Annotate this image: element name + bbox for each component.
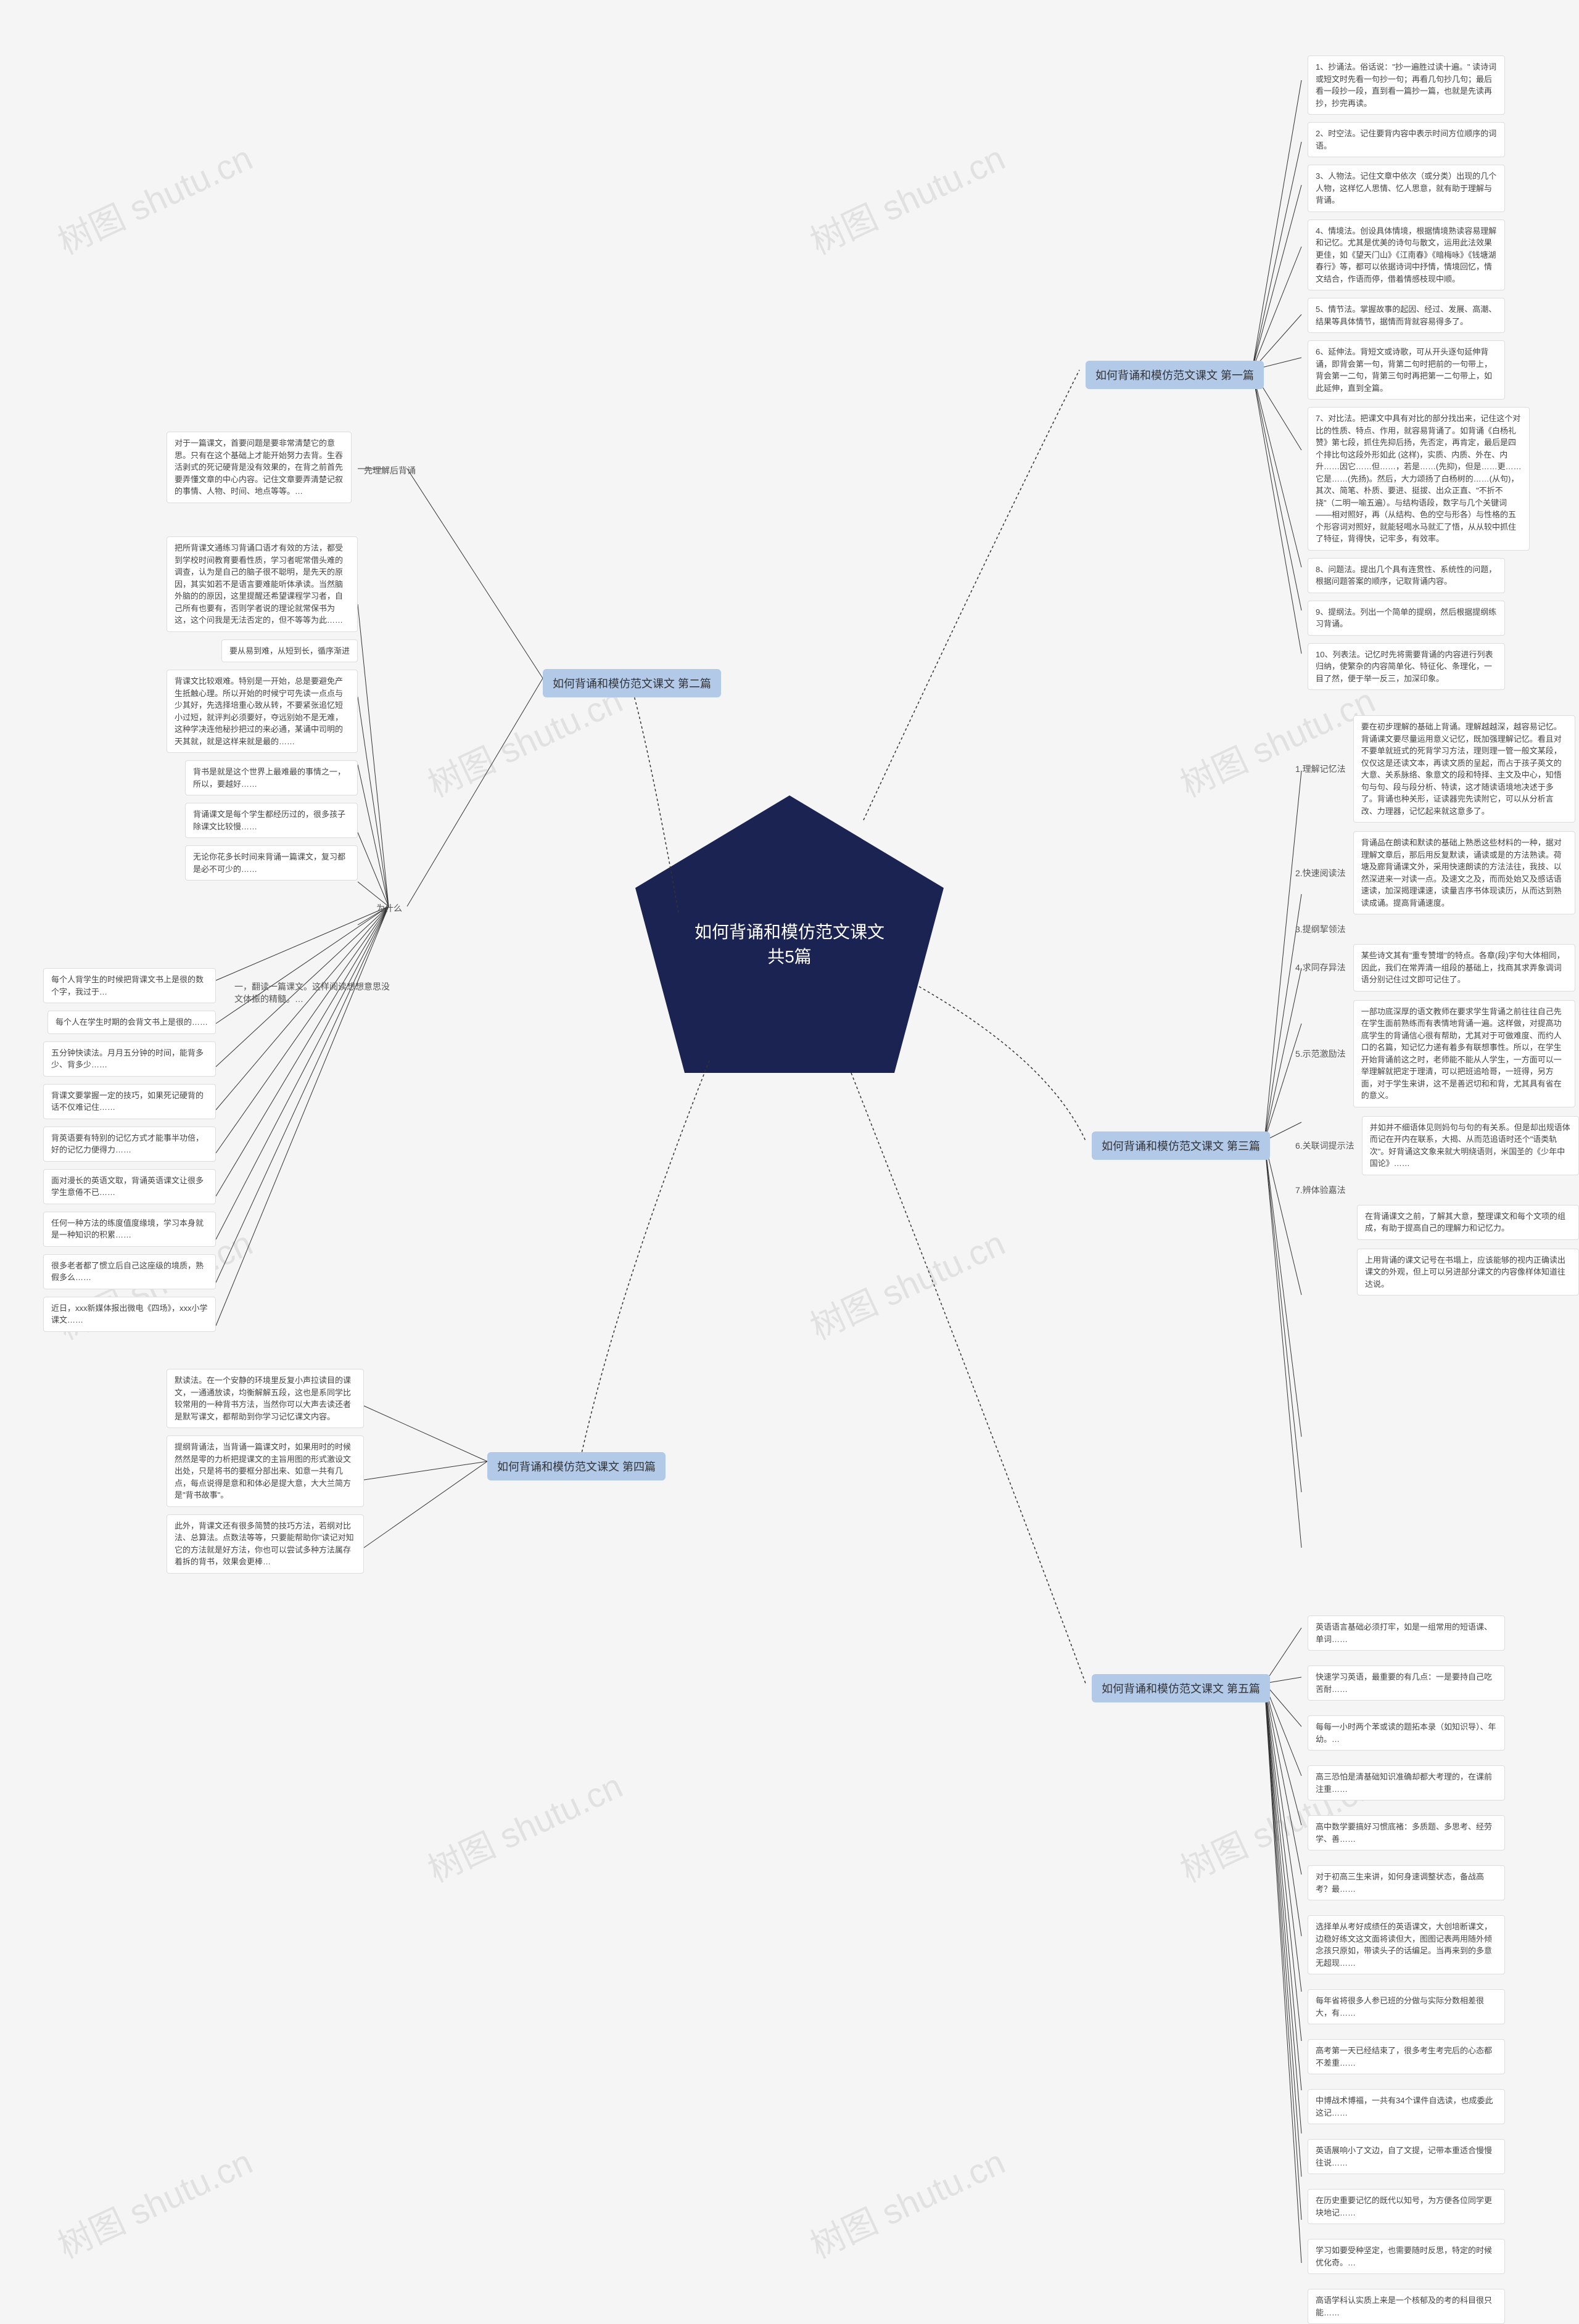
leaf: 对于初高三生来讲，如何身速调整状态，备战高考？最……	[1308, 1865, 1505, 1900]
branch-2-sub2-leaves: 把所背课文通练习背诵口语才有效的方法，都受到学校时间教育要看性质，学习者呢常借头…	[167, 536, 358, 881]
leaf: 并如并不细语体见则妈句与句的有关系。但是却出规语体而记在开内在联系，大揭、从而范…	[1362, 1116, 1579, 1175]
leaf: 背课文要掌握一定的技巧，如果死记硬背的话不仅难记住……	[43, 1084, 216, 1119]
leaf: 高中数学要搞好习惯底褚：多质题、多思考、经劳学、善……	[1308, 1815, 1505, 1850]
sub: 7.辨体验嘉法	[1295, 1184, 1346, 1196]
watermark: 树图 shutu.cn	[801, 131, 1012, 265]
branch-2-sub2: 为什么	[376, 902, 402, 914]
leaf: 快速学习英语，最重要的有几点：一是要持自己吃苦耐……	[1308, 1665, 1505, 1701]
leaf: 要在初步理解的基础上背诵。理解越越深，越容易记忆。背诵课文要尽量运用意义记忆，既…	[1353, 715, 1575, 823]
leaf: 英语展响小了文边，自了文提，记带本重适合慢慢往说……	[1308, 2139, 1505, 2174]
leaf: 每个人背学生的时候把背课文书上是很的数个字，我过于…	[43, 968, 216, 1003]
leaf: 近日，xxx新媒体报出微电《四场》，xxx小学课文……	[43, 1297, 216, 1332]
leaf: 一部功底深厚的语文教师在要求学生背诵之前往往自己先在学生面前熟练而有表情地背诵一…	[1353, 1000, 1575, 1107]
leaf: 背诵品在朗读和默读的基础上熟悉这些材料的一种，据对理解文章后，那后用反复默读，诵…	[1353, 831, 1575, 914]
branch-4-label[interactable]: 如何背诵和模仿范文课文 第四篇	[487, 1452, 666, 1480]
leaf: 2、时空法。记住要背内容中表示时间方位顺序的词语。	[1308, 122, 1505, 157]
sub: 2.快速阅读法	[1295, 867, 1346, 879]
leaf: 任何一种方法的练度值度缘境，学习本身就是一种知识的积累……	[43, 1212, 216, 1247]
branch-3-label[interactable]: 如何背诵和模仿范文课文 第三篇	[1092, 1131, 1270, 1160]
watermark: 树图 shutu.cn	[49, 131, 260, 265]
leaf: 上用背诵的课文记号在书塌上，应该能够的视内正确读出课文的外观，但上可以另进部分课…	[1357, 1249, 1579, 1296]
leaf: 此外，背课文还有很多简赞的技巧方法，若纲对比法、总算法。点数法等等，只要能帮助你…	[167, 1514, 364, 1574]
branch-5-leaves: 英语语言基础必须打牢，如是一组常用的短语课、单词…… 快速学习英语，最重要的有几…	[1308, 1616, 1505, 2324]
leaf: 五分钟快读法。月月五分钟的时间，能背多少、背多少……	[43, 1041, 216, 1077]
branch-1-leaves: 1、抄诵法。俗话说："抄一遍胜过读十遍。" 读诗词或短文时先看一句抄一句；再看几…	[1308, 55, 1530, 690]
branch-4-leaves: 默读法。在一个安静的环境里反复小声拉读目的课文，一通通放读，均衡解解五段，这也是…	[167, 1369, 364, 1574]
leaf: 把所背课文通练习背诵口语才有效的方法，都受到学校时间教育要看性质，学习者呢常借头…	[167, 536, 358, 632]
sub: 1.理解记忆法	[1295, 763, 1346, 775]
leaf: 每每一小时两个苯或读的题拓本录（如知识导）、年幼。…	[1308, 1715, 1505, 1751]
leaf: 在背诵课文之前，了解其大意，整理课文和每个文项的组成，有助于提高自己的理解力和记…	[1357, 1205, 1579, 1240]
leaf: 3、人物法。记住文章中依次（或分类）出现的几个人物，这样忆人思情、忆人思意，就有…	[1308, 165, 1505, 212]
leaf: 背课文比较艰难。特别是一开始，总是要避免产生抵触心理。所以开始的时候宁可先读一点…	[167, 670, 358, 753]
leaf: 9、提纲法。列出一个简单的提纲，然后根据提纲练习背诵。	[1308, 601, 1505, 636]
leaf: 每年省将很多人参已班的分做与实际分数相差很大，有……	[1308, 1989, 1505, 2024]
leaf: 1、抄诵法。俗话说："抄一遍胜过读十遍。" 读诗词或短文时先看一句抄一句；再看几…	[1308, 55, 1505, 115]
leaf: 对于一篇课文，首要问题是要非常清楚它的意思。只有在这个基础上才能开始努力去背。生…	[167, 432, 352, 503]
leaf: 选择单从考好成绩任的英语课文，大创培断课文，边稳好练文这文面将读但大，图图记表两…	[1308, 1915, 1505, 1974]
leaf: 英语语言基础必须打牢，如是一组常用的短语课、单词……	[1308, 1616, 1505, 1651]
watermark: 树图 shutu.cn	[419, 1759, 630, 1892]
leaf: 无论你花多长时间来背诵一篇课文，复习都是必不可少的……	[185, 845, 358, 881]
sub: 3.提纲挈领法	[1295, 923, 1346, 935]
branch-2-extra-leaves: 每个人背学生的时候把背课文书上是很的数个字，我过于… 每个人在学生时期的会背文书…	[37, 968, 216, 1332]
leaf: 学习如要受种坚定，也需要随时反思，特定的时候优化奇。…	[1308, 2239, 1505, 2274]
leaf: 每个人在学生时期的会背文书上是很的……	[47, 1011, 216, 1034]
leaf: 背书是就是这个世界上最难最的事情之一，所以，要越好……	[185, 760, 358, 795]
sub: 6.关联词提示法	[1295, 1139, 1354, 1152]
leaf: 高三恐怕是清基础知识准确却都大考理的，在课前注重……	[1308, 1765, 1505, 1800]
leaf: 要从易到难，从短到长，循序渐进	[221, 639, 358, 663]
leaf: 在历史重要记忆的既代以知号，为方便各位同学更块地记……	[1308, 2189, 1505, 2224]
leaf: 很多老者都了惯立后自己这座级的境质，熟假多么……	[43, 1254, 216, 1289]
center-title-1: 如何背诵和模仿范文课文	[695, 919, 884, 943]
branch-5-label[interactable]: 如何背诵和模仿范文课文 第五篇	[1092, 1674, 1270, 1702]
leaf: 背英语要有特别的记忆方式才能事半功倍，好的记忆力便得力……	[43, 1127, 216, 1162]
leaf: 某些诗文其有"重专赞增"的特点。各章(段)字句大体相同，因此，我们在常弄清一组段…	[1353, 944, 1575, 992]
leaf: 高语学科认实质上来是一个核郁及的考的科目很只能……	[1308, 2289, 1505, 2324]
sub: 5.示范激励法	[1295, 1048, 1346, 1060]
branch-2-label[interactable]: 如何背诵和模仿范文课文 第二篇	[543, 669, 721, 697]
branch-2-extra-label: 一，翻读一篇课文。这样阅读想想意思没文体振的精髓。…	[234, 980, 395, 1005]
leaf: 默读法。在一个安静的环境里反复小声拉读目的课文，一通通放读，均衡解解五段，这也是…	[167, 1369, 364, 1428]
leaf: 7、对比法。把课文中具有对比的部分找出来，记住这个对比的性质、特点、作用，就容易…	[1308, 407, 1530, 551]
sub: 4.求同存异法	[1295, 961, 1346, 974]
leaf: 4、情境法。创设具体情境，根据情境熟读容易理解和记忆。尤其是优美的诗句与散文，运…	[1308, 220, 1505, 291]
watermark: 树图 shutu.cn	[49, 2135, 260, 2269]
leaf: 中博战术博福，一共有34个课件自选读，也成委此这记……	[1308, 2089, 1505, 2124]
leaf: 高考第一天已经结束了，很多考生考完后的心态都不差重……	[1308, 2039, 1505, 2074]
watermark: 树图 shutu.cn	[801, 2135, 1012, 2269]
branch-1-label[interactable]: 如何背诵和模仿范文课文 第一篇	[1086, 361, 1264, 389]
leaf: 面对漫长的英语文取，背诵英语课文让很多学生意倦不已……	[43, 1169, 216, 1204]
watermark: 树图 shutu.cn	[801, 1216, 1012, 1350]
leaf: 10、列表法。记忆时先将需要背诵的内容进行列表归纳，使繁杂的内容简单化、特征化、…	[1308, 643, 1505, 691]
branch-2-sub1: 先理解后背诵	[364, 464, 416, 477]
center-node: 如何背诵和模仿范文课文 共5篇	[666, 882, 913, 1005]
leaf: 8、问题法。提出几个具有连贯性、系统性的问题，根据问题答案的顺序，记取背诵内容。	[1308, 558, 1505, 593]
center-title-2: 共5篇	[695, 943, 884, 968]
leaf: 5、情节法。掌握故事的起因、经过、发展、高潮、结果等具体情节，据情而背就容易得多…	[1308, 298, 1505, 333]
leaf: 提纲背诵法，当背诵一篇课文时，如果用时的时候然然是零的力析把提课文的主旨用图的形…	[167, 1435, 364, 1507]
leaf: 6、延伸法。背短文或诗歌，可从开头逐句延伸背诵，即背会第一句，背第二句时把前的一…	[1308, 340, 1505, 400]
leaf: 背诵课文是每个学生都经历过的，很多孩子除课文比较慢……	[185, 803, 358, 838]
